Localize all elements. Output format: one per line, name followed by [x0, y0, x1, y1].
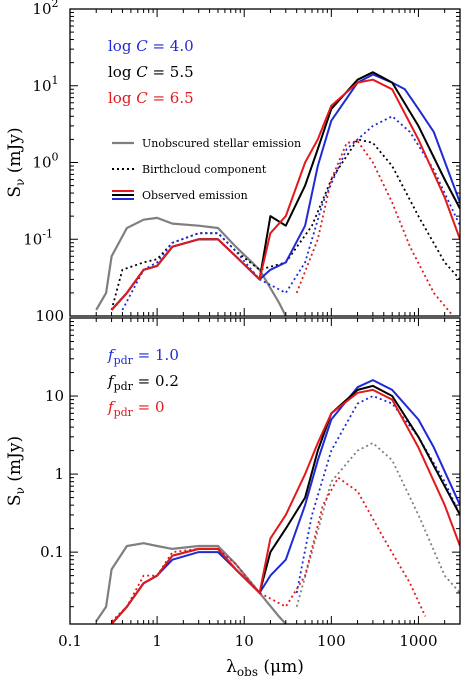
parameter-annotation: fpdr = 0: [107, 398, 165, 419]
plot-frame: [69, 317, 461, 625]
series-line-observed: [110, 384, 460, 624]
series-line-birthcloud: [110, 138, 460, 311]
y-tick-label: 102: [32, 0, 58, 18]
x-axis-label: λobs (μm): [226, 657, 304, 679]
series-group: [95, 379, 460, 624]
series-line-birthcloud: [295, 442, 460, 607]
y-tick-label: 101: [32, 74, 58, 95]
series-line-birthcloud: [295, 140, 454, 316]
parameter-annotation: log C = 6.5: [108, 89, 194, 107]
y-tick-label: 10: [45, 387, 64, 405]
x-tick-label: 10: [235, 632, 254, 650]
x-tick-label: 100: [317, 632, 346, 650]
parameter-annotation: log C = 4.0: [108, 37, 194, 55]
series-line-birthcloud: [110, 476, 427, 622]
series-line-birthcloud: [295, 395, 460, 594]
bottom-panel: 10 1 0.1 0.1 1 10 100 1000 Sν (mJy) λobs (μm) fpdr…: [5, 317, 461, 679]
parameter-annotation: log C = 5.5: [108, 63, 194, 81]
y-tick-label: 100: [32, 151, 58, 172]
series-line-birthcloud: [121, 115, 460, 311]
series-line-observed: [110, 379, 460, 624]
x-tick-label: 1: [152, 632, 162, 650]
series-line-observed: [110, 78, 460, 311]
legend-label: Unobscured stellar emission: [142, 137, 301, 150]
parameter-annotation: fpdr = 0.2: [107, 372, 179, 393]
y-tick-label: 0.1: [40, 543, 64, 561]
parameter-annotation: fpdr = 1.0: [107, 346, 179, 367]
y-tick-label: 10-1: [23, 227, 53, 248]
y-axis-label: Sν (mJy): [5, 436, 27, 506]
series-line-unobscured: [95, 216, 287, 316]
y-axis-label: Sν (mJy): [5, 127, 27, 197]
series-group: [95, 71, 460, 316]
y-tick-label: 100: [35, 307, 64, 325]
x-tick-label: 0.1: [58, 632, 82, 650]
series-line-observed: [110, 388, 460, 624]
x-tick-label: 1000: [399, 632, 437, 650]
legend-label: Observed emission: [142, 189, 248, 202]
legend-label: Birthcloud component: [142, 163, 267, 176]
y-tick-label: 1: [54, 465, 64, 483]
